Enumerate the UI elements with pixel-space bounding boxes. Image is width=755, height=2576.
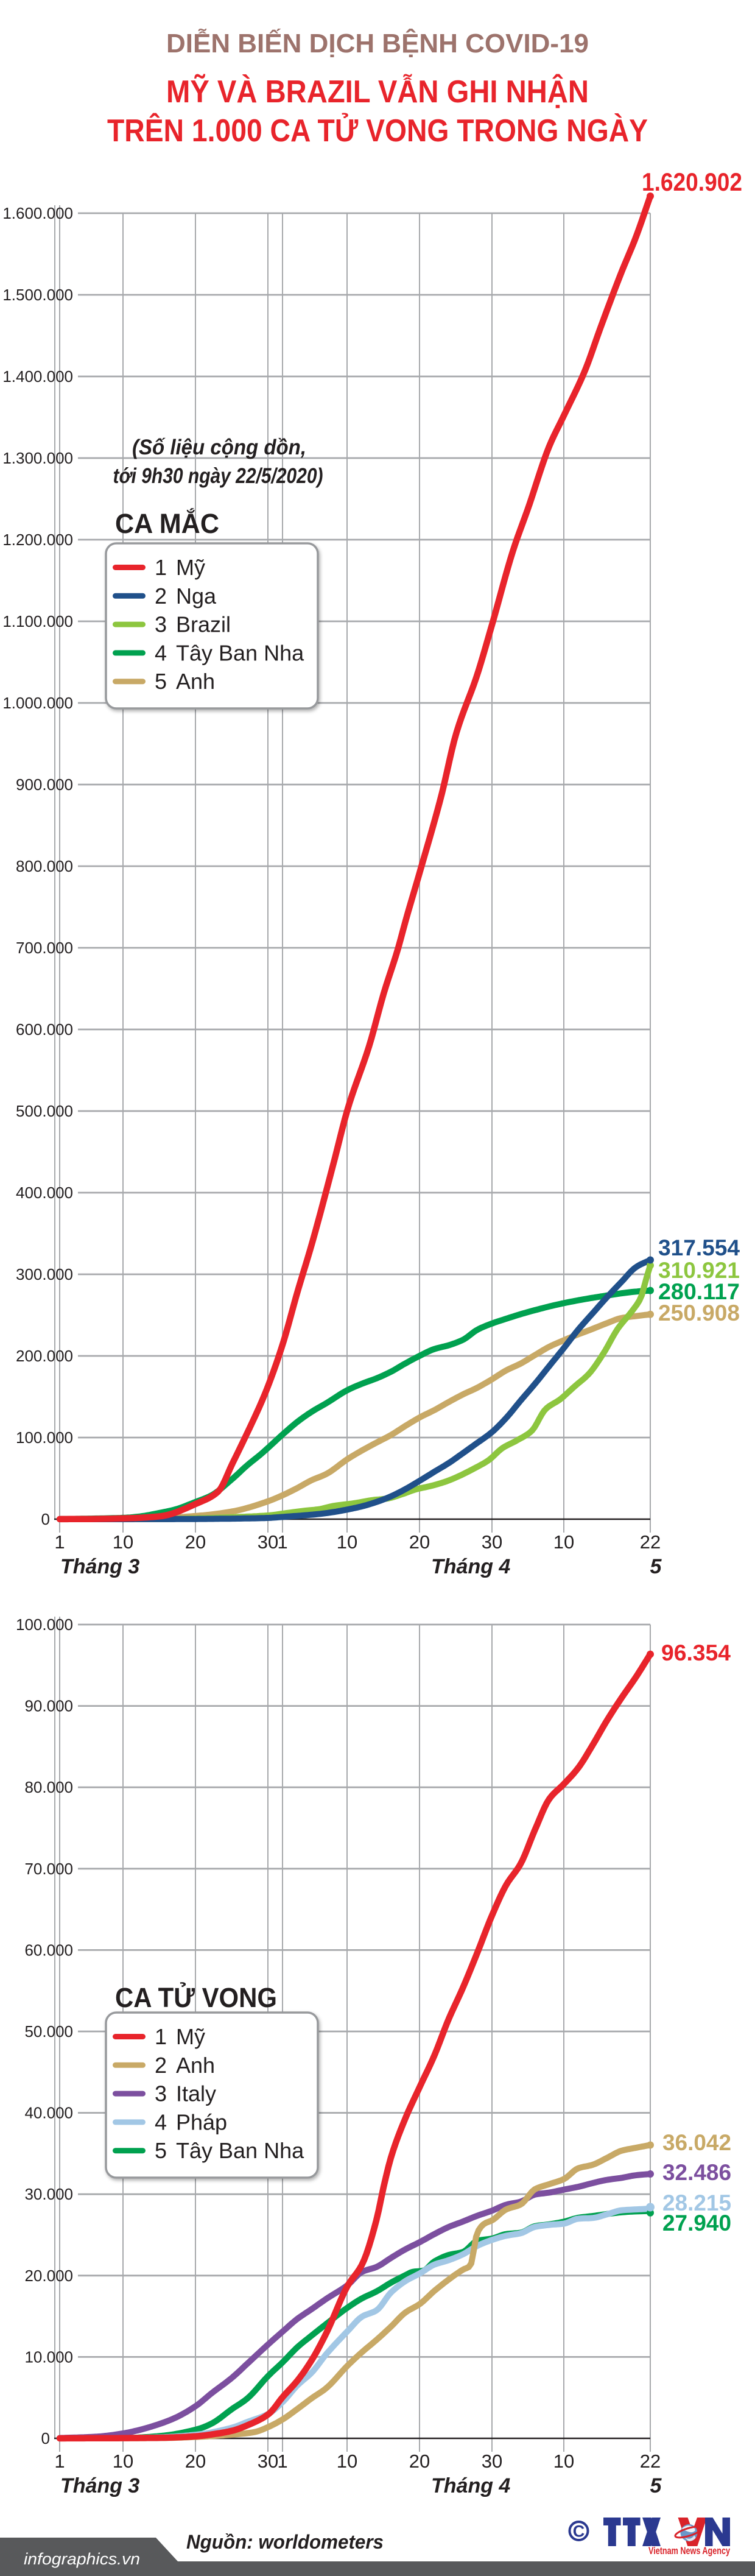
svg-text:Nguồn: worldometers: Nguồn: worldometers bbox=[186, 2531, 384, 2553]
svg-text:2: 2 bbox=[155, 584, 167, 609]
svg-text:3: 3 bbox=[155, 612, 167, 637]
svg-text:10: 10 bbox=[113, 2451, 133, 2472]
svg-text:Nga: Nga bbox=[176, 584, 217, 609]
svg-text:700.000: 700.000 bbox=[16, 939, 73, 957]
svg-text:1: 1 bbox=[54, 2451, 65, 2472]
svg-text:3: 3 bbox=[155, 2081, 167, 2106]
svg-text:1: 1 bbox=[277, 2451, 287, 2472]
svg-text:Italy: Italy bbox=[176, 2081, 216, 2106]
svg-text:infographics.vn: infographics.vn bbox=[24, 2550, 140, 2568]
svg-text:90.000: 90.000 bbox=[24, 1697, 73, 1715]
svg-text:317.554: 317.554 bbox=[658, 1235, 740, 1260]
svg-text:5: 5 bbox=[650, 1555, 662, 1578]
svg-text:32.486: 32.486 bbox=[662, 2160, 731, 2185]
svg-text:TRÊN 1.000 CA TỬ VONG TRONG NG: TRÊN 1.000 CA TỬ VONG TRONG NGÀY bbox=[107, 113, 648, 149]
svg-text:10: 10 bbox=[553, 2451, 574, 2472]
svg-text:MỸ VÀ BRAZIL VẪN GHI NHẬN: MỸ VÀ BRAZIL VẪN GHI NHẬN bbox=[166, 74, 589, 110]
svg-text:20.000: 20.000 bbox=[24, 2267, 73, 2285]
svg-text:1: 1 bbox=[277, 1531, 287, 1553]
svg-text:1.300.000: 1.300.000 bbox=[2, 449, 73, 467]
svg-text:10: 10 bbox=[113, 1531, 133, 1553]
svg-text:Tháng 3: Tháng 3 bbox=[60, 2474, 139, 2497]
svg-text:5: 5 bbox=[155, 2138, 167, 2163]
svg-text:Tháng 3: Tháng 3 bbox=[60, 1555, 139, 1578]
svg-text:(Số liệu cộng dồn,: (Số liệu cộng dồn, bbox=[132, 436, 306, 459]
svg-text:28.215: 28.215 bbox=[662, 2190, 731, 2215]
svg-text:tới 9h30 ngày 22/5/2020): tới 9h30 ngày 22/5/2020) bbox=[113, 464, 323, 488]
svg-text:20: 20 bbox=[409, 2451, 430, 2472]
svg-text:Tháng 4: Tháng 4 bbox=[431, 2474, 510, 2497]
svg-text:20: 20 bbox=[409, 1531, 430, 1553]
svg-text:30: 30 bbox=[258, 2451, 278, 2472]
svg-text:80.000: 80.000 bbox=[24, 1778, 73, 1796]
svg-text:500.000: 500.000 bbox=[16, 1102, 73, 1120]
svg-text:30.000: 30.000 bbox=[24, 2185, 73, 2203]
svg-text:4: 4 bbox=[155, 2109, 167, 2134]
svg-text:4: 4 bbox=[155, 640, 167, 665]
svg-text:1: 1 bbox=[155, 2024, 167, 2049]
svg-text:30: 30 bbox=[482, 2451, 502, 2472]
svg-text:Anh: Anh bbox=[176, 669, 215, 694]
svg-text:5: 5 bbox=[650, 2474, 662, 2497]
svg-text:100.000: 100.000 bbox=[16, 1615, 73, 1634]
svg-text:1: 1 bbox=[54, 1531, 65, 1553]
svg-text:20: 20 bbox=[185, 2451, 206, 2472]
svg-text:2: 2 bbox=[155, 2053, 167, 2078]
svg-text:27.940: 27.940 bbox=[662, 2211, 731, 2235]
svg-text:Tây Ban Nha: Tây Ban Nha bbox=[176, 2138, 304, 2163]
svg-text:10: 10 bbox=[337, 1531, 357, 1553]
svg-text:280.117: 280.117 bbox=[658, 1279, 740, 1304]
svg-text:70.000: 70.000 bbox=[24, 1860, 73, 1878]
svg-text:Anh: Anh bbox=[176, 2053, 215, 2078]
svg-text:30: 30 bbox=[258, 1531, 278, 1553]
svg-text:96.354: 96.354 bbox=[661, 1640, 731, 1665]
svg-text:310.921: 310.921 bbox=[658, 1258, 740, 1283]
svg-text:Mỹ: Mỹ bbox=[176, 555, 205, 580]
svg-text:800.000: 800.000 bbox=[16, 857, 73, 875]
svg-text:10: 10 bbox=[337, 2451, 357, 2472]
svg-text:Tháng 4: Tháng 4 bbox=[431, 1555, 510, 1578]
svg-text:Tây Ban Nha: Tây Ban Nha bbox=[176, 640, 304, 665]
svg-text:200.000: 200.000 bbox=[16, 1347, 73, 1365]
svg-text:Brazil: Brazil bbox=[176, 612, 231, 637]
svg-text:10.000: 10.000 bbox=[24, 2348, 73, 2366]
svg-text:400.000: 400.000 bbox=[16, 1184, 73, 1202]
svg-text:600.000: 600.000 bbox=[16, 1020, 73, 1039]
svg-text:1.000.000: 1.000.000 bbox=[2, 694, 73, 712]
svg-text:22: 22 bbox=[640, 2451, 661, 2472]
svg-text:Mỹ: Mỹ bbox=[176, 2024, 205, 2049]
svg-text:1.200.000: 1.200.000 bbox=[2, 531, 73, 549]
svg-text:100.000: 100.000 bbox=[16, 1428, 73, 1447]
svg-text:CA MẮC: CA MẮC bbox=[115, 508, 219, 539]
svg-text:Pháp: Pháp bbox=[176, 2109, 227, 2134]
svg-text:1.500.000: 1.500.000 bbox=[2, 286, 73, 304]
svg-text:1.620.902: 1.620.902 bbox=[642, 168, 742, 196]
svg-text:40.000: 40.000 bbox=[24, 2104, 73, 2122]
svg-text:0: 0 bbox=[41, 2429, 50, 2447]
svg-text:60.000: 60.000 bbox=[24, 1941, 73, 1959]
svg-text:20: 20 bbox=[185, 1531, 206, 1553]
svg-text:5: 5 bbox=[155, 669, 167, 694]
svg-text:1.100.000: 1.100.000 bbox=[2, 612, 73, 630]
svg-text:1.400.000: 1.400.000 bbox=[2, 367, 73, 386]
svg-text:CA TỬ VONG: CA TỬ VONG bbox=[115, 1982, 277, 2013]
svg-text:250.908: 250.908 bbox=[658, 1300, 740, 1325]
svg-text:36.042: 36.042 bbox=[662, 2130, 731, 2155]
svg-text:30: 30 bbox=[482, 1531, 502, 1553]
svg-text:50.000: 50.000 bbox=[24, 2022, 73, 2041]
svg-text:Vietnam News Agency: Vietnam News Agency bbox=[648, 2545, 730, 2557]
svg-text:DIỄN BIẾN DỊCH BỆNH COVID-19: DIỄN BIẾN DỊCH BỆNH COVID-19 bbox=[166, 28, 589, 58]
svg-text:900.000: 900.000 bbox=[16, 775, 73, 794]
svg-text:300.000: 300.000 bbox=[16, 1265, 73, 1283]
svg-text:C: C bbox=[573, 2522, 585, 2541]
svg-text:0: 0 bbox=[41, 1510, 50, 1528]
svg-text:10: 10 bbox=[553, 1531, 574, 1553]
svg-text:1: 1 bbox=[155, 555, 167, 580]
svg-text:22: 22 bbox=[640, 1531, 661, 1553]
svg-text:1.600.000: 1.600.000 bbox=[2, 204, 73, 222]
